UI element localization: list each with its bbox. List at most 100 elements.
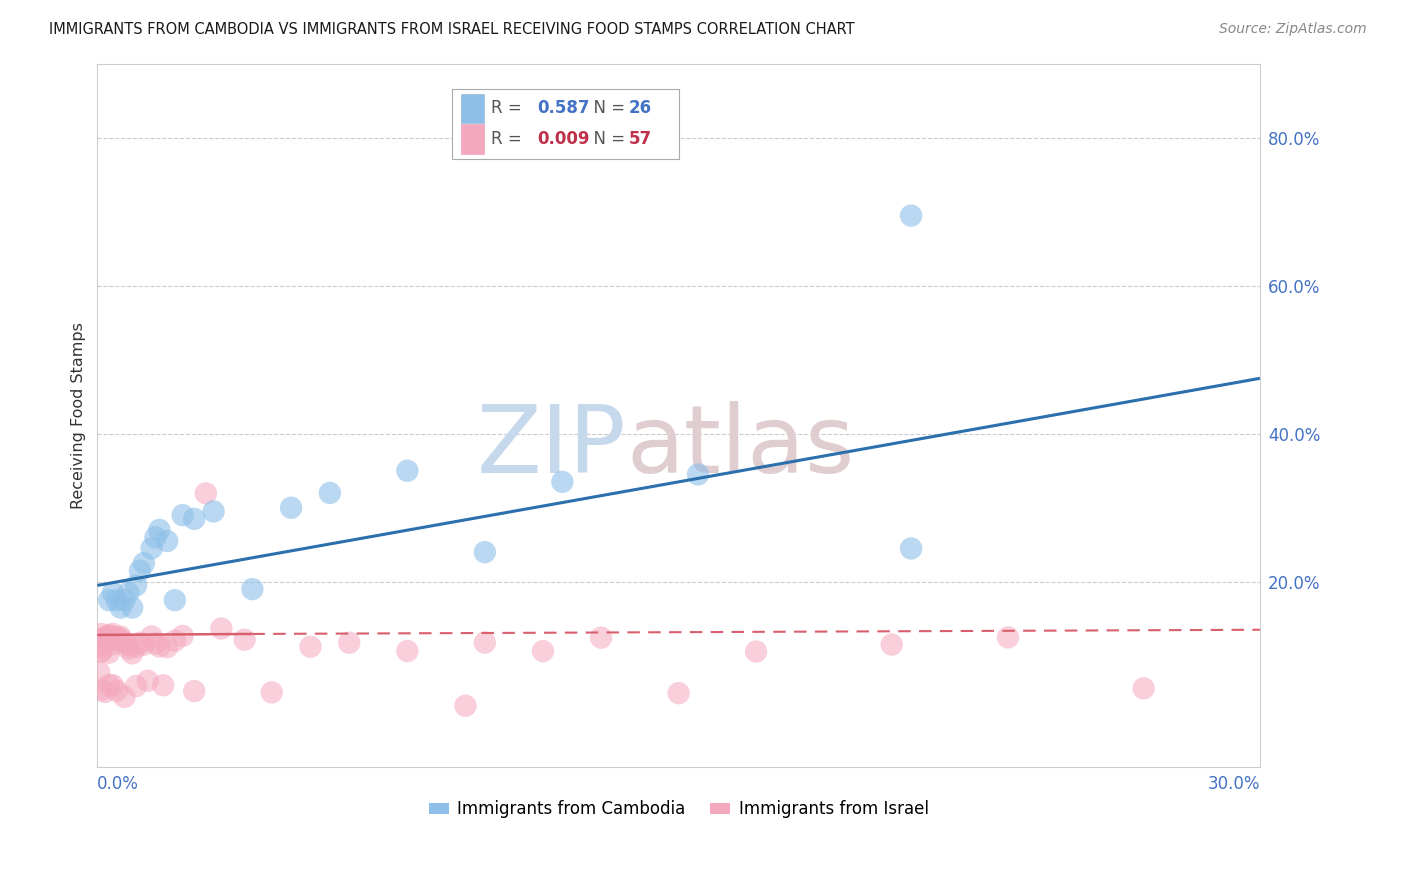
Point bbox=[163, 593, 186, 607]
Point bbox=[900, 209, 922, 223]
Point bbox=[141, 541, 163, 556]
Point bbox=[101, 586, 124, 600]
Point bbox=[152, 678, 174, 692]
Point bbox=[156, 534, 179, 549]
Point bbox=[172, 629, 194, 643]
Point bbox=[474, 635, 496, 649]
Point bbox=[105, 683, 128, 698]
Legend: Immigrants from Cambodia, Immigrants from Israel: Immigrants from Cambodia, Immigrants fro… bbox=[422, 794, 935, 825]
FancyBboxPatch shape bbox=[451, 88, 679, 159]
Point bbox=[1132, 681, 1154, 696]
Point bbox=[110, 630, 132, 644]
Point bbox=[202, 504, 225, 518]
Point bbox=[668, 686, 690, 700]
Point bbox=[117, 638, 139, 652]
Point bbox=[101, 637, 124, 651]
Point bbox=[114, 690, 136, 704]
Text: R =: R = bbox=[492, 130, 527, 148]
Point bbox=[299, 640, 322, 654]
Point bbox=[101, 627, 124, 641]
Point bbox=[94, 631, 117, 645]
Point bbox=[148, 640, 170, 654]
Point bbox=[240, 582, 263, 596]
Text: ZIP: ZIP bbox=[477, 401, 626, 493]
Text: R =: R = bbox=[492, 99, 527, 118]
Text: N =: N = bbox=[583, 99, 631, 118]
Point bbox=[98, 629, 121, 643]
Point bbox=[98, 646, 121, 660]
Point bbox=[125, 679, 148, 693]
Point bbox=[209, 622, 232, 636]
Point bbox=[260, 685, 283, 699]
Point bbox=[90, 645, 112, 659]
Point bbox=[129, 564, 152, 578]
Point bbox=[145, 530, 167, 544]
Point bbox=[94, 631, 117, 645]
Text: 0.009: 0.009 bbox=[537, 130, 589, 148]
Point bbox=[997, 631, 1019, 645]
Point bbox=[105, 630, 128, 644]
Point bbox=[129, 636, 152, 650]
Point bbox=[172, 508, 194, 523]
Point bbox=[90, 644, 112, 658]
Text: 57: 57 bbox=[628, 130, 652, 148]
Point bbox=[396, 644, 419, 658]
Point bbox=[105, 633, 128, 648]
Point bbox=[132, 638, 155, 652]
Point bbox=[89, 665, 111, 680]
Bar bbox=[461, 94, 485, 123]
Text: atlas: atlas bbox=[626, 401, 855, 493]
Point bbox=[686, 467, 709, 482]
Point bbox=[591, 631, 613, 645]
Point bbox=[454, 698, 477, 713]
Point bbox=[396, 464, 419, 478]
Point bbox=[90, 640, 112, 654]
Text: 0.0%: 0.0% bbox=[97, 775, 139, 794]
Text: IMMIGRANTS FROM CAMBODIA VS IMMIGRANTS FROM ISRAEL RECEIVING FOOD STAMPS CORRELA: IMMIGRANTS FROM CAMBODIA VS IMMIGRANTS F… bbox=[49, 22, 855, 37]
Point bbox=[136, 673, 159, 688]
Point bbox=[114, 593, 136, 607]
Point bbox=[880, 638, 903, 652]
Point bbox=[90, 682, 112, 697]
Point bbox=[98, 678, 121, 692]
Point bbox=[98, 628, 121, 642]
Text: Source: ZipAtlas.com: Source: ZipAtlas.com bbox=[1219, 22, 1367, 37]
Point bbox=[141, 629, 163, 643]
Text: 30.0%: 30.0% bbox=[1208, 775, 1260, 794]
Point bbox=[531, 644, 554, 658]
Point bbox=[233, 632, 256, 647]
Point bbox=[145, 636, 167, 650]
Point bbox=[183, 684, 205, 698]
Point bbox=[163, 633, 186, 648]
Point bbox=[156, 640, 179, 655]
Point bbox=[132, 556, 155, 570]
Point bbox=[474, 545, 496, 559]
Point bbox=[114, 635, 136, 649]
Text: N =: N = bbox=[583, 130, 631, 148]
Text: 26: 26 bbox=[628, 99, 652, 118]
Point bbox=[337, 636, 360, 650]
Point bbox=[94, 636, 117, 650]
Point bbox=[117, 586, 139, 600]
Point bbox=[183, 512, 205, 526]
Point bbox=[319, 486, 342, 500]
Point bbox=[148, 523, 170, 537]
Point bbox=[117, 641, 139, 656]
Point bbox=[194, 486, 217, 500]
Bar bbox=[461, 125, 485, 154]
Point bbox=[121, 600, 143, 615]
Point bbox=[110, 600, 132, 615]
Point bbox=[900, 541, 922, 556]
Point bbox=[125, 578, 148, 592]
Point bbox=[98, 593, 121, 607]
Point bbox=[89, 632, 111, 647]
Point bbox=[101, 678, 124, 692]
Point bbox=[90, 627, 112, 641]
Text: 0.587: 0.587 bbox=[537, 99, 589, 118]
Point bbox=[280, 500, 302, 515]
Point bbox=[551, 475, 574, 489]
Point bbox=[125, 640, 148, 654]
Point bbox=[745, 644, 768, 658]
Point bbox=[121, 646, 143, 660]
Y-axis label: Receiving Food Stamps: Receiving Food Stamps bbox=[72, 322, 86, 508]
